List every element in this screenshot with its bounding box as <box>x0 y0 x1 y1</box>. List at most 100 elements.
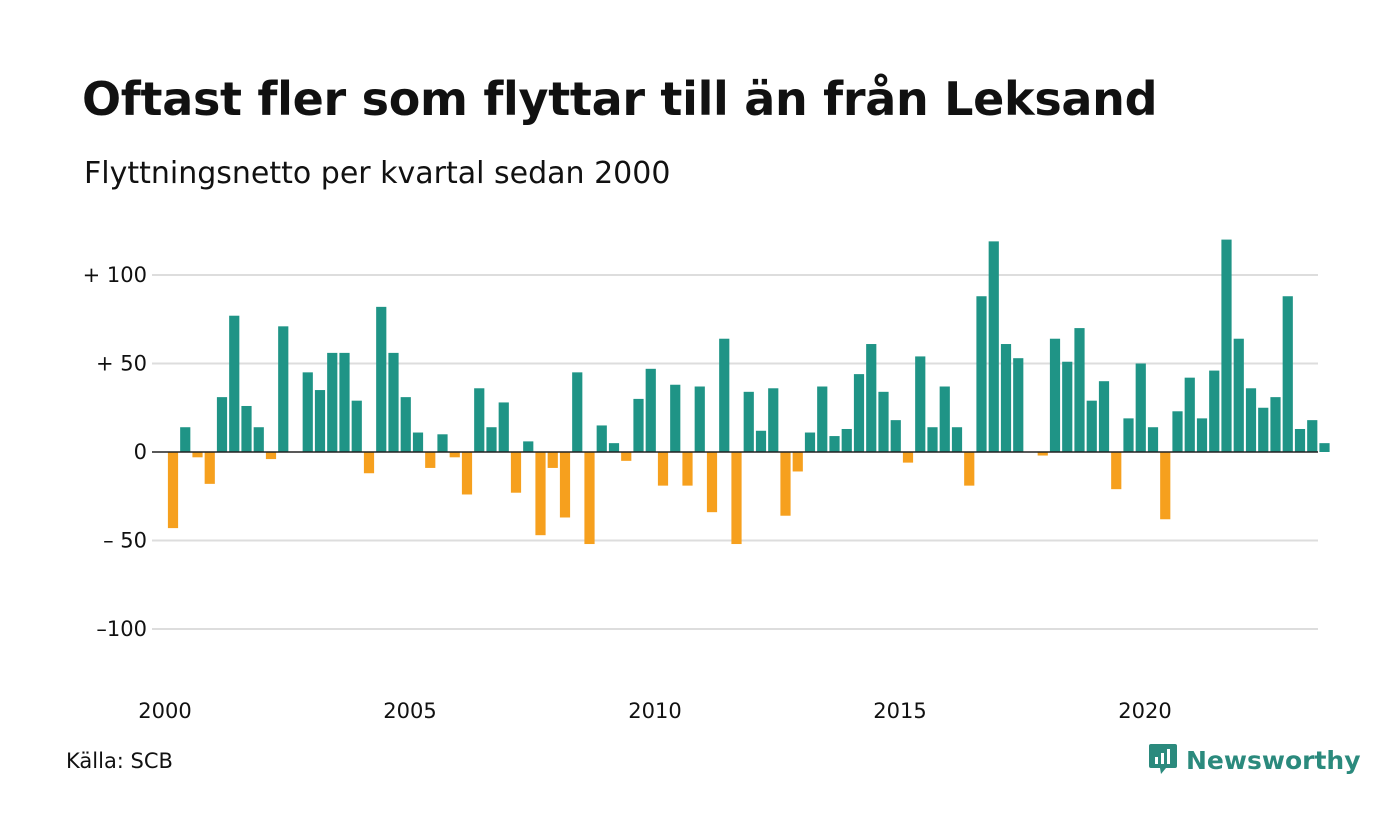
bar <box>474 388 485 452</box>
bar <box>229 315 240 452</box>
bar <box>755 430 767 452</box>
bar <box>804 432 816 452</box>
y-tick-label: + 50 <box>96 352 147 376</box>
bar <box>976 296 987 452</box>
newsworthy-logo-icon <box>1149 744 1177 774</box>
bar <box>1111 452 1122 490</box>
bar <box>1270 397 1281 452</box>
bar <box>1282 296 1293 452</box>
x-tick-label: 2010 <box>628 699 681 723</box>
y-axis-ticks: + 100 + 50 0 – 50 –100 <box>83 263 147 641</box>
bar <box>780 452 791 516</box>
bar <box>633 398 644 452</box>
bar <box>523 441 534 452</box>
bar <box>449 452 460 458</box>
y-tick-label: + 100 <box>83 263 147 287</box>
bar <box>890 420 901 452</box>
bar <box>1147 427 1159 452</box>
bar <box>253 427 264 452</box>
bar <box>1037 452 1048 456</box>
x-axis-ticks: 2000 2005 2010 2015 2020 <box>138 699 1171 723</box>
bar <box>1196 418 1208 452</box>
bar <box>241 405 252 452</box>
bar <box>1000 344 1012 452</box>
bar <box>853 374 865 452</box>
bar <box>1098 381 1110 452</box>
bar <box>719 338 730 452</box>
y-tick-label: – 50 <box>103 529 147 553</box>
bar <box>351 400 362 452</box>
bar <box>645 368 656 452</box>
bar <box>1294 428 1306 452</box>
bar <box>425 452 436 468</box>
bar <box>670 384 681 452</box>
bar <box>547 452 558 468</box>
x-tick-label: 2005 <box>383 699 436 723</box>
x-tick-label: 2015 <box>873 699 926 723</box>
bar <box>1086 400 1097 452</box>
bar <box>1245 388 1257 452</box>
y-tick-label: –100 <box>96 617 147 641</box>
x-tick-label: 2000 <box>138 699 191 723</box>
bar <box>792 452 803 472</box>
bar <box>388 352 399 452</box>
bar <box>915 356 926 452</box>
bar <box>1123 418 1134 452</box>
bar <box>572 372 583 452</box>
bar <box>596 425 607 452</box>
bar <box>1319 443 1330 452</box>
source-note: Källa: SCB <box>66 749 173 773</box>
bar <box>400 397 411 452</box>
bar <box>412 432 424 452</box>
bar <box>951 427 963 452</box>
bar <box>1233 338 1244 452</box>
bar <box>1062 361 1073 452</box>
bar <box>278 326 289 452</box>
bar <box>1184 377 1195 452</box>
bar <box>314 390 326 452</box>
bar <box>608 443 620 452</box>
bar <box>902 452 914 463</box>
brand: Newsworthy <box>1148 742 1361 778</box>
bar <box>964 452 975 486</box>
bar-chart: + 100 + 50 0 – 50 –100 2000 2005 2010 2015 2020 <box>83 239 1330 723</box>
bar <box>363 452 375 474</box>
bar <box>302 372 313 452</box>
bar <box>461 452 473 495</box>
bar <box>437 434 448 452</box>
bar <box>498 402 509 452</box>
bar <box>694 386 705 452</box>
bars <box>167 239 1330 545</box>
bar <box>1221 239 1232 452</box>
y-tick-label: 0 <box>134 440 147 464</box>
brand-name: Newsworthy <box>1186 745 1361 775</box>
bar <box>327 352 338 452</box>
bar <box>584 452 595 545</box>
bar <box>265 452 277 460</box>
bar <box>939 386 950 452</box>
bar <box>559 452 571 518</box>
bar <box>657 452 669 486</box>
bar <box>486 427 497 452</box>
bar <box>988 241 999 452</box>
bar <box>167 452 179 529</box>
bar <box>1160 452 1171 520</box>
bar <box>768 388 779 452</box>
bar <box>817 386 828 452</box>
bar <box>339 352 350 452</box>
bar <box>1209 370 1220 452</box>
bar <box>829 436 840 452</box>
bar <box>216 397 228 452</box>
bar <box>621 452 632 461</box>
bar <box>706 452 718 513</box>
bar <box>1013 358 1024 452</box>
bar <box>1258 407 1269 452</box>
bar <box>180 427 191 452</box>
bar <box>866 344 877 452</box>
bar <box>927 427 938 452</box>
x-tick-label: 2020 <box>1118 699 1171 723</box>
chart-subtitle: Flyttningsnetto per kvartal sedan 2000 <box>84 156 671 191</box>
bar <box>1074 328 1085 452</box>
bar <box>192 452 203 458</box>
bar <box>510 452 522 493</box>
